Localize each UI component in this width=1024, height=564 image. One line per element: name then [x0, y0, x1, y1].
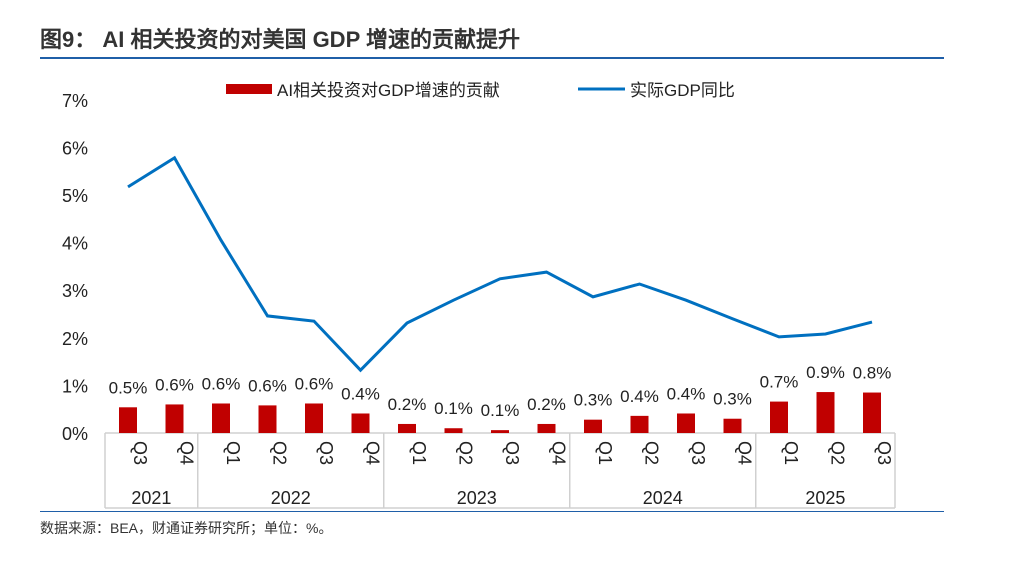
bar-data-label: 0.1% — [481, 401, 520, 420]
legend-label-line: 实际GDP同比 — [630, 81, 735, 100]
bar — [258, 405, 277, 433]
bar-data-label: 0.2% — [527, 395, 566, 414]
quarter-label: Q3 — [316, 441, 336, 465]
bar — [863, 392, 881, 433]
quarter-label: Q4 — [363, 441, 383, 465]
bar — [677, 413, 695, 433]
bar-data-label: 0.3% — [713, 390, 752, 409]
bar — [723, 418, 742, 433]
title-divider — [40, 57, 944, 59]
quarter-label: Q3 — [874, 441, 894, 465]
quarter-label: Q2 — [642, 441, 662, 465]
quarter-label: Q4 — [735, 441, 755, 465]
year-label: 2024 — [643, 488, 683, 508]
y-tick-label: 7% — [62, 91, 88, 111]
legend-swatch-bar — [226, 84, 272, 94]
bar — [491, 430, 509, 433]
legend-label-bar: AI相关投资对GDP增速的贡献 — [277, 81, 500, 100]
bar — [398, 423, 416, 433]
quarter-label: Q2 — [456, 441, 476, 465]
bar — [630, 415, 649, 433]
bar — [212, 403, 230, 433]
bar-data-label: 0.6% — [248, 376, 287, 395]
bar-data-label: 0.5% — [109, 378, 148, 397]
year-label: 2023 — [457, 488, 497, 508]
bar-data-label: 0.7% — [760, 373, 799, 392]
quarter-label: Q4 — [549, 441, 569, 465]
bar — [816, 392, 835, 433]
y-tick-label: 1% — [62, 376, 88, 396]
y-tick-label: 4% — [62, 234, 88, 254]
quarter-label: Q3 — [688, 441, 708, 465]
bar — [165, 404, 184, 433]
bar-data-label: 0.4% — [620, 387, 659, 406]
bar-data-label: 0.4% — [341, 384, 380, 403]
bar — [119, 407, 137, 433]
quarter-label: Q1 — [595, 441, 615, 465]
quarter-label: Q2 — [270, 441, 290, 465]
bar-data-label: 0.1% — [434, 399, 473, 418]
bar-data-label: 0.6% — [155, 375, 194, 394]
y-tick-label: 3% — [62, 281, 88, 301]
quarter-label: Q1 — [781, 441, 801, 465]
quarter-label: Q2 — [828, 441, 848, 465]
bar-data-label: 0.9% — [806, 363, 845, 382]
bar-data-label: 0.2% — [388, 395, 427, 414]
quarter-label: Q1 — [223, 441, 243, 465]
bar — [351, 413, 370, 433]
source-divider — [40, 511, 944, 512]
quarter-label: Q3 — [130, 441, 150, 465]
bar — [584, 419, 602, 433]
bar — [537, 423, 556, 433]
year-label: 2025 — [805, 488, 845, 508]
bar-data-label: 0.4% — [667, 384, 706, 403]
year-label: 2021 — [131, 488, 171, 508]
y-tick-label: 6% — [62, 138, 88, 158]
year-label: 2022 — [271, 488, 311, 508]
y-tick-label: 0% — [62, 424, 88, 444]
bar-data-label: 0.6% — [295, 374, 334, 393]
bar-data-label: 0.8% — [853, 364, 892, 383]
quarter-label: Q1 — [409, 441, 429, 465]
bar — [770, 401, 788, 433]
bar — [444, 428, 463, 433]
quarter-label: Q3 — [502, 441, 522, 465]
y-tick-label: 2% — [62, 329, 88, 349]
quarter-label: Q4 — [177, 441, 197, 465]
bar-data-label: 0.6% — [202, 374, 241, 393]
bar-data-label: 0.3% — [574, 391, 613, 410]
source-note: 数据来源：BEA，财通证券研究所；单位：%。 — [40, 520, 333, 536]
y-tick-label: 5% — [62, 186, 88, 206]
gdp-line — [127, 155, 873, 373]
bar — [305, 403, 323, 433]
figure-title: 图9： AI 相关投资的对美国 GDP 增速的贡献提升 — [40, 27, 520, 52]
